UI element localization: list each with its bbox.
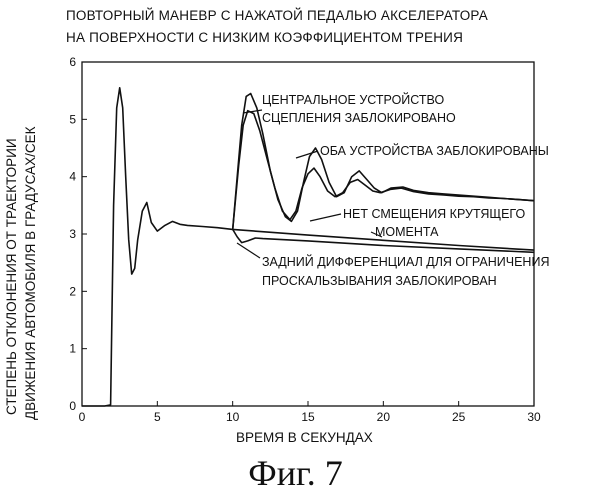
series-lines xyxy=(82,87,535,407)
chart-title-line-2: НА ПОВЕРХНОСТИ С НИЗКИМ КОЭФФИЦИЕНТОМ ТР… xyxy=(66,30,464,45)
x-tick-label: 10 xyxy=(226,410,240,424)
y-tick-label: 4 xyxy=(69,170,76,184)
x-tick-label: 0 xyxy=(79,410,86,424)
y-tick-label: 2 xyxy=(69,284,76,298)
annotations: ЦЕНТРАЛЬНОЕ УСТРОЙСТВО СЦЕПЛЕНИЯ ЗАБЛОКИ… xyxy=(236,92,549,288)
leader-line-rear-diff xyxy=(236,242,261,259)
series-line-3 xyxy=(232,228,535,251)
y-tick-label: 0 xyxy=(69,399,76,413)
y-tick-label: 5 xyxy=(69,112,76,126)
figure-caption: Фиг. 7 xyxy=(248,453,343,493)
leader-line-no-torque-arrow xyxy=(370,231,383,238)
axis-ticks: 0 5 10 15 20 25 30 0 1 2 3 4 5 6 xyxy=(69,55,541,424)
annotation-rear-diff-line-1: ЗАДНИЙ ДИФФЕРЕНЦИАЛ ДЛЯ ОГРАНИЧЕНИЯ xyxy=(262,254,549,269)
annotation-no-torque-line-2: МОМЕНТА xyxy=(375,225,439,239)
y-tick-label: 1 xyxy=(69,342,76,356)
series-line-4 xyxy=(232,228,535,254)
annotation-both-locked: ОБА УСТРОЙСТВА ЗАБЛОКИРОВАНЫ xyxy=(320,143,549,158)
x-tick-label: 20 xyxy=(377,410,391,424)
leader-line-both-locked xyxy=(295,150,319,159)
y-tick-label: 3 xyxy=(69,227,76,241)
annotation-center-locked-line-2: СЦЕПЛЕНИЯ ЗАБЛОКИРОВАНО xyxy=(262,111,456,125)
annotation-rear-diff-line-2: ПРОСКАЛЬЗЫВАНИЯ ЗАБЛОКИРОВАН xyxy=(262,274,497,288)
x-tick-label: 5 xyxy=(154,410,161,424)
line-chart: 0 5 10 15 20 25 30 0 1 2 3 4 5 6 ЦЕНТРАЛЬНОЕ УСТРОЙСТ… xyxy=(69,55,549,424)
x-tick-label: 15 xyxy=(301,410,315,424)
annotation-no-torque-line-1: НЕТ СМЕЩЕНИЯ КРУТЯЩЕГО xyxy=(343,207,525,221)
x-axis-label: ВРЕМЯ В СЕКУНДАХ xyxy=(236,430,373,445)
series-line-1 xyxy=(82,87,535,407)
leader-line-center-locked xyxy=(242,109,263,114)
x-tick-label: 25 xyxy=(452,410,466,424)
annotation-center-locked-line-1: ЦЕНТРАЛЬНОЕ УСТРОЙСТВО xyxy=(262,92,444,107)
chart-title-line-1: ПОВТОРНЫЙ МАНЕВР С НАЖАТОЙ ПЕДАЛЬЮ АКСЕЛ… xyxy=(66,8,488,23)
y-tick-label: 6 xyxy=(69,55,76,69)
leader-line-no-torque xyxy=(309,213,342,222)
x-tick-label: 30 xyxy=(527,410,541,424)
series-line-2 xyxy=(231,92,535,230)
